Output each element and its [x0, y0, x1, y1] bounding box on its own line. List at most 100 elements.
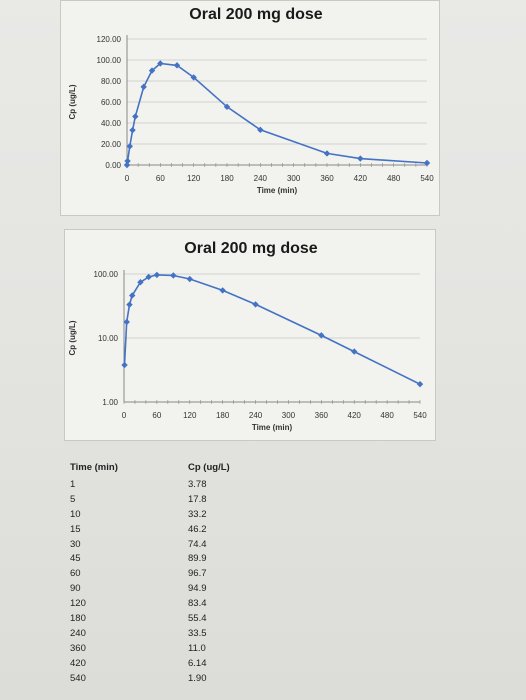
cp-cell: 96.7 — [188, 568, 207, 580]
cp-cell: 46.2 — [188, 523, 207, 535]
data-point — [140, 83, 147, 91]
time-cell: 240 — [70, 627, 86, 639]
data-point — [129, 126, 136, 134]
x-tick-label: 300 — [287, 174, 301, 183]
data-point — [351, 348, 358, 355]
time-cell: 60 — [70, 568, 81, 580]
data-point — [257, 126, 264, 134]
time-cell: 120 — [70, 598, 86, 610]
data-point — [416, 380, 424, 388]
cp-column: Cp (ug/L) 3.78 17.8 33.2 46.2 74.4 89.9 96.7 94… — [188, 462, 230, 686]
cp-cell: 94.9 — [188, 583, 207, 595]
time-cell: 1 — [70, 479, 76, 490]
y-tick-label: 10.00 — [98, 334, 119, 343]
data-point — [170, 272, 177, 279]
cp-cell: 3.78 — [188, 479, 207, 490]
x-tick-label: 240 — [254, 174, 268, 183]
cp-cell: 1.90 — [188, 672, 207, 684]
log-chart: Oral 200 mg dose 1.00 10.00 100.00 0 60 120 180… — [68, 240, 427, 432]
log-chart-panel: Oral 200 mg dose 1.00 10.00 100.00 0 60 120 180… — [64, 229, 436, 441]
y-tick-label: 100.00 — [97, 56, 122, 65]
y-axis-label: Cp (ug/L) — [68, 320, 77, 355]
x-tick-label: 120 — [183, 411, 197, 420]
cp-cell: 83.4 — [188, 598, 207, 610]
data-point — [124, 157, 131, 165]
cp-cell: 33.5 — [188, 627, 207, 639]
data-point — [219, 287, 226, 294]
y-tick-label: 120.00 — [97, 35, 122, 44]
x-tick-label: 480 — [387, 174, 401, 183]
data-point — [132, 113, 139, 120]
data-table: Time (min) 1 5 10 15 30 45 60 90 120 180 240 360 420… — [70, 462, 270, 698]
linear-chart: Oral 200 mg dose 0.00 20.00 40.00 60.00 80.00… — [68, 6, 434, 195]
linear-chart-panel: Oral 200 mg dose 0.00 20.00 40.00 60.00 80.00… — [60, 0, 440, 216]
y-tick-label: 80.00 — [101, 77, 122, 86]
x-axis-label: Time (min) — [252, 423, 293, 432]
data-point — [126, 301, 133, 308]
data-point — [252, 301, 259, 308]
x-tick-label: 180 — [216, 411, 230, 420]
data-point — [123, 318, 130, 326]
x-tick-label: 420 — [354, 174, 368, 183]
time-cell: 540 — [70, 672, 86, 684]
x-tick-label: 60 — [152, 411, 161, 420]
y-tick-label: 20.00 — [101, 140, 122, 149]
data-point — [157, 60, 164, 67]
data-point — [126, 143, 133, 150]
time-cell: 90 — [70, 583, 81, 595]
y-tick-label: 60.00 — [101, 98, 122, 107]
time-cell: 420 — [70, 657, 86, 669]
x-tick-label: 360 — [320, 174, 334, 183]
time-cell: 30 — [70, 538, 81, 550]
x-tick-label: 420 — [348, 411, 362, 420]
series-line — [123, 274, 421, 385]
cp-cell: 74.4 — [188, 538, 207, 550]
x-tick-label: 60 — [156, 174, 165, 183]
y-tick-label: 40.00 — [101, 119, 122, 128]
y-tick-label: 0.00 — [105, 161, 121, 170]
x-tick-label: 0 — [122, 411, 127, 420]
y-tick-label: 1.00 — [102, 398, 118, 407]
data-point — [318, 332, 325, 339]
x-tick-label: 480 — [380, 411, 394, 420]
y-tick-label: 100.00 — [94, 270, 119, 279]
chart-title: Oral 200 mg dose — [184, 240, 317, 257]
data-point — [129, 292, 136, 299]
time-cell: 10 — [70, 508, 81, 520]
data-point — [153, 271, 161, 279]
cp-cell: 33.2 — [188, 508, 207, 520]
time-header: Time (min) — [70, 462, 118, 473]
cp-cell: 55.4 — [188, 613, 207, 625]
series-line — [126, 62, 428, 166]
cp-cell: 6.14 — [188, 657, 207, 669]
time-cell: 180 — [70, 613, 86, 625]
time-column: Time (min) 1 5 10 15 30 45 60 90 120 180 240 360 420… — [70, 462, 118, 686]
x-tick-label: 240 — [249, 411, 263, 420]
x-tick-label: 0 — [125, 174, 130, 183]
data-point — [190, 74, 197, 81]
time-cell: 360 — [70, 642, 86, 654]
data-point — [145, 273, 152, 281]
data-point — [137, 279, 144, 286]
x-tick-label: 120 — [187, 174, 201, 183]
cp-cell: 11.0 — [188, 642, 206, 654]
cp-cell: 17.8 — [188, 493, 207, 505]
x-tick-label: 540 — [413, 411, 427, 420]
data-point — [186, 275, 193, 283]
cp-header: Cp (ug/L) — [188, 462, 230, 473]
time-cell: 45 — [70, 553, 81, 565]
x-tick-label: 300 — [282, 411, 296, 420]
data-point — [323, 150, 331, 157]
x-tick-label: 540 — [420, 174, 434, 183]
data-point — [223, 103, 231, 111]
time-cell: 5 — [70, 493, 76, 505]
y-axis-label: Cp (ug/L) — [68, 84, 77, 119]
data-point — [423, 159, 431, 167]
x-axis-label: Time (min) — [257, 186, 298, 195]
data-point — [121, 361, 128, 369]
cp-cell: 89.9 — [188, 553, 207, 565]
time-cell: 15 — [70, 523, 81, 535]
x-tick-label: 180 — [220, 174, 234, 183]
x-tick-label: 360 — [315, 411, 329, 420]
